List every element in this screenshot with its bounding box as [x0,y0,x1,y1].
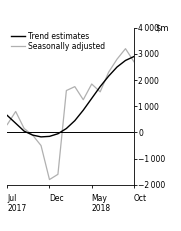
Seasonally adjusted [48,178,50,181]
Trend estimates [133,55,135,58]
Trend estimates [82,109,84,112]
Trend estimates [65,127,68,130]
Seasonally adjusted [108,71,110,74]
Text: 2018: 2018 [92,204,111,213]
Trend estimates [23,130,25,133]
Text: May: May [92,194,108,203]
Trend estimates [6,114,8,117]
Trend estimates [99,85,101,88]
Seasonally adjusted [57,173,59,176]
Trend estimates [74,119,76,122]
Trend estimates [116,66,118,68]
Trend estimates [57,132,59,135]
Seasonally adjusted [6,123,8,126]
Seasonally adjusted [65,89,68,92]
Legend: Trend estimates, Seasonally adjusted: Trend estimates, Seasonally adjusted [11,32,105,51]
Seasonally adjusted [31,134,34,137]
Text: 2017: 2017 [7,204,26,213]
Seasonally adjusted [133,60,135,63]
Trend estimates [48,135,50,138]
Y-axis label: $m: $m [155,23,169,32]
Trend estimates [108,75,110,78]
Seasonally adjusted [116,58,118,61]
Trend estimates [91,97,93,100]
Text: Jul: Jul [7,194,17,203]
Trend estimates [15,122,17,125]
Line: Trend estimates: Trend estimates [7,57,134,137]
Seasonally adjusted [124,47,127,50]
Trend estimates [40,136,42,138]
Line: Seasonally adjusted: Seasonally adjusted [7,49,134,179]
Seasonally adjusted [74,85,76,88]
Text: Oct: Oct [134,194,147,203]
Seasonally adjusted [99,91,101,93]
Seasonally adjusted [91,83,93,85]
Seasonally adjusted [23,127,25,130]
Text: Dec: Dec [49,194,64,203]
Seasonally adjusted [82,98,84,101]
Trend estimates [31,134,34,137]
Seasonally adjusted [40,144,42,147]
Trend estimates [124,59,127,62]
Seasonally adjusted [15,110,17,113]
